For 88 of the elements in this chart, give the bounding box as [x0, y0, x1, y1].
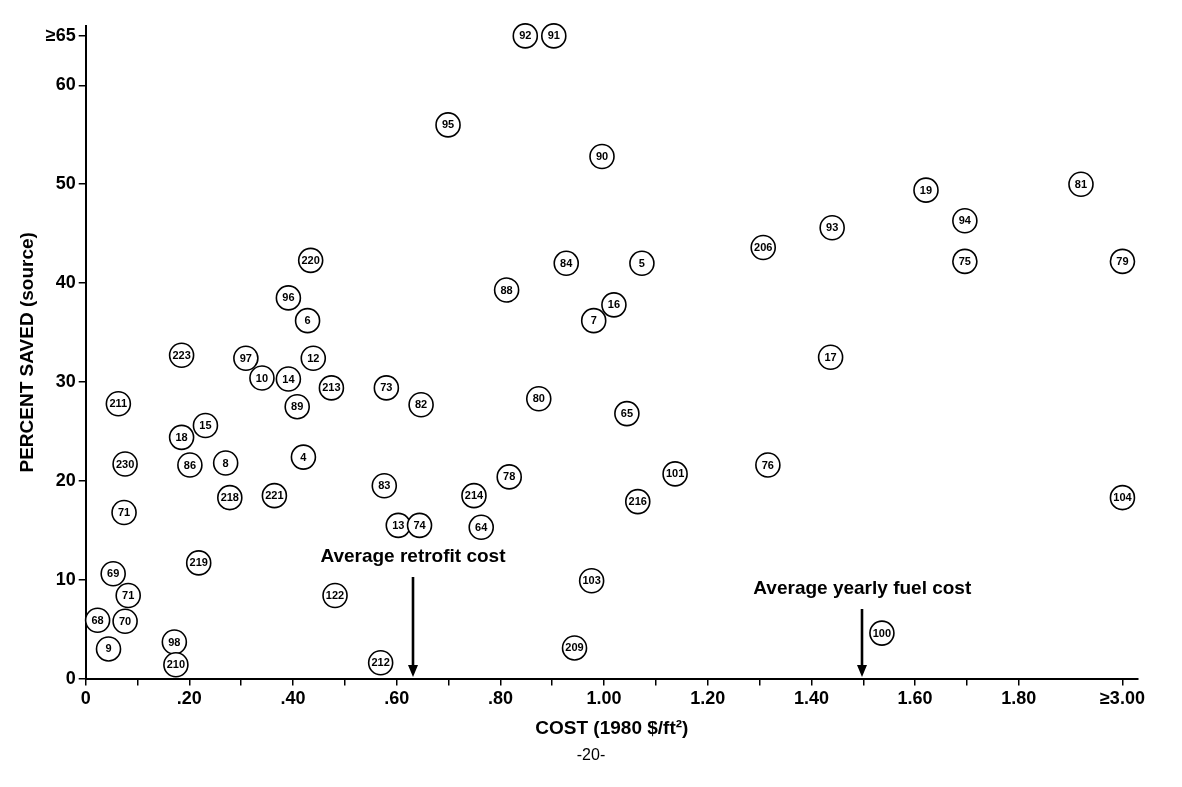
- y-tick-label: 50: [55, 173, 76, 194]
- y-tick-label: 0: [65, 667, 76, 688]
- annotation: 8: [222, 456, 229, 469]
- annotation: 100: [872, 626, 892, 639]
- x-tick-label: .60: [384, 688, 410, 709]
- annotation: 86: [183, 458, 197, 471]
- annotation: 88: [500, 283, 513, 296]
- annotation: 98: [168, 635, 181, 648]
- annotation: 84: [560, 256, 574, 269]
- annotation: 12: [307, 351, 320, 364]
- annotation: 90: [595, 150, 609, 163]
- annotation: 73: [380, 381, 393, 394]
- annotation: 69: [107, 567, 120, 580]
- annotation: 211: [109, 397, 128, 410]
- annotation: 223: [172, 348, 191, 361]
- annotation: 15: [199, 419, 212, 431]
- x-tick-label: .80: [487, 688, 513, 709]
- annotation: 65: [620, 407, 634, 420]
- y-tick-label: 40: [55, 272, 76, 293]
- x-tick-label: 1.00: [586, 688, 622, 709]
- annotation: 219: [189, 556, 208, 569]
- annotation: 89: [291, 400, 304, 413]
- annotation: 4: [300, 450, 308, 463]
- annotation: 70: [118, 614, 132, 627]
- y-tick-label: 60: [55, 74, 76, 95]
- x-tick-label: .20: [176, 688, 202, 709]
- x-axis-title: COST (1980 $/ft²): [535, 716, 689, 738]
- x-tick-label: 1.60: [897, 688, 933, 709]
- x-tick-label: 1.20: [690, 688, 726, 709]
- annotation: 206: [754, 241, 773, 254]
- annotation: 103: [582, 574, 601, 587]
- annotation: 92: [519, 29, 532, 42]
- annotation: 230: [115, 457, 135, 470]
- annotation: 210: [166, 658, 186, 671]
- annotation: 16: [607, 298, 621, 311]
- annotation: 101: [665, 467, 685, 480]
- annotation: 74: [413, 518, 427, 531]
- annotation: 17: [824, 350, 837, 363]
- x-tick-label: 1.40: [793, 688, 829, 709]
- annotation: 212: [371, 656, 390, 669]
- annotation: 10: [255, 371, 269, 384]
- annotation: 213: [322, 381, 341, 394]
- annotation: 209: [565, 641, 584, 654]
- annotation: 18: [175, 430, 188, 443]
- annotation: 71: [117, 506, 131, 519]
- annotation: 93: [826, 221, 839, 234]
- annotation: 216: [628, 495, 647, 508]
- y-tick-label: 10: [55, 568, 76, 589]
- annotation: 7: [590, 314, 597, 327]
- annotation: 122: [325, 589, 345, 602]
- annotation: 19: [919, 183, 933, 196]
- annotation: 71: [122, 589, 135, 602]
- text: -20-: [575, 746, 607, 764]
- annotation: 64: [475, 520, 489, 533]
- annotation: 78: [503, 470, 516, 483]
- annotation: 97: [239, 351, 252, 364]
- annotation: Average yearly fuel cost: [752, 576, 973, 599]
- annotation: 6: [304, 314, 311, 327]
- annotation: 96: [282, 291, 295, 304]
- x-tick-label: 1.80: [1001, 688, 1037, 709]
- x-tick-label: .40: [280, 688, 306, 709]
- y-tick-label: 30: [55, 370, 76, 391]
- annotation: 214: [464, 489, 485, 502]
- annotation: 218: [220, 491, 239, 504]
- y-axis-title: PERCENT SAVED (source): [15, 232, 37, 473]
- y-tick-label: 20: [55, 469, 76, 490]
- annotation: 76: [761, 458, 775, 471]
- annotation: 75: [958, 254, 971, 267]
- annotation: 14: [282, 372, 296, 385]
- annotation: 5: [638, 256, 645, 269]
- annotation: 68: [91, 613, 104, 626]
- annotation: 220: [301, 253, 320, 266]
- annotation: Average retrofit cost: [319, 544, 507, 567]
- annotation: 81: [1074, 177, 1088, 190]
- x-tick-label: ≥3.00: [1099, 688, 1145, 709]
- annotation: 79: [1116, 254, 1129, 267]
- annotation: 91: [547, 29, 560, 42]
- annotation: 80: [532, 392, 545, 405]
- annotation: 94: [958, 214, 972, 227]
- annotation: 221: [265, 489, 284, 502]
- annotation: 9: [105, 642, 112, 655]
- x-tick-label: 0: [80, 688, 91, 709]
- annotation: 104: [1113, 491, 1133, 504]
- y-tick-label: ≥65: [45, 24, 76, 45]
- annotation: 83: [378, 479, 391, 492]
- annotation: 95: [441, 118, 455, 131]
- annotation: 82: [414, 398, 428, 411]
- annotation: 13: [392, 518, 405, 531]
